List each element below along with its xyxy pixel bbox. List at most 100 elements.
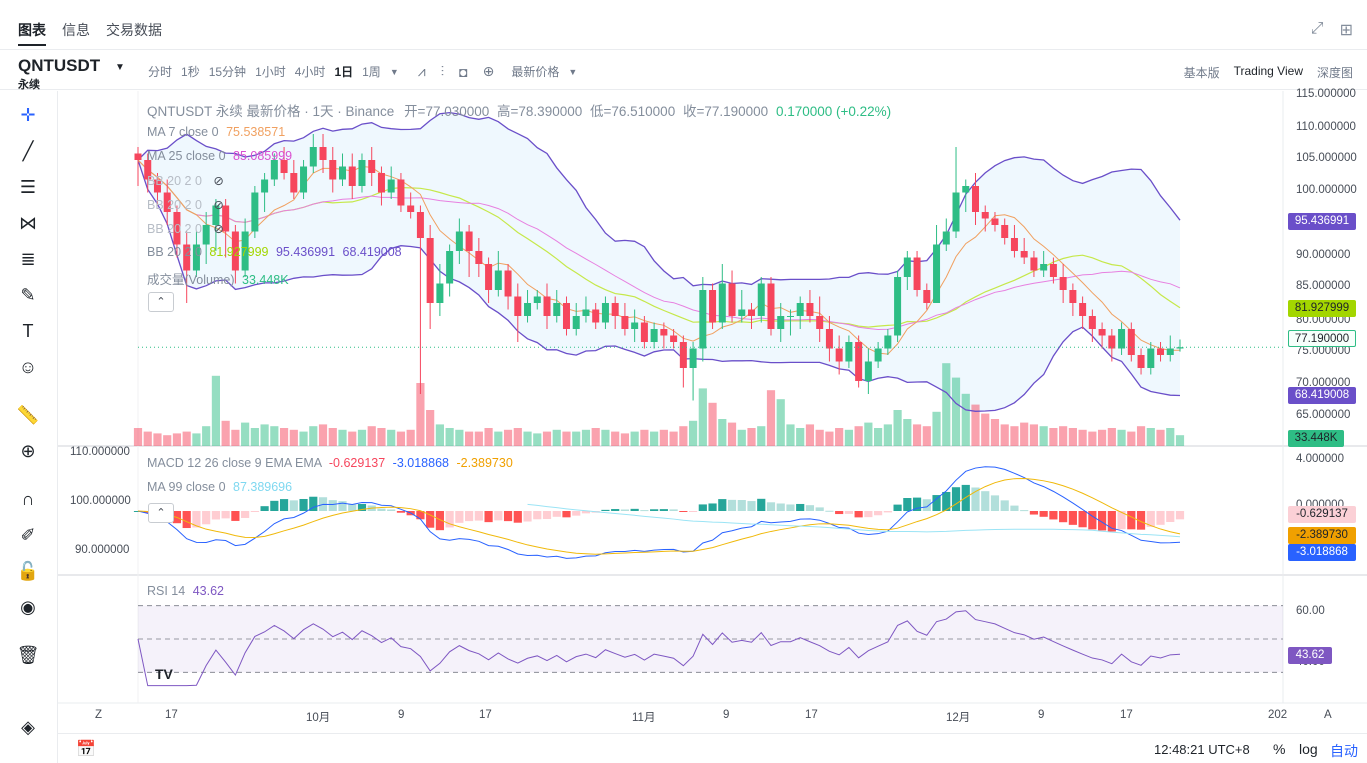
eye-off-icon[interactable]: ⊘ <box>213 198 224 212</box>
candle-body <box>621 316 629 329</box>
add-icon[interactable]: ⊕ <box>482 63 495 79</box>
candle-body <box>300 166 308 193</box>
indicators-icon[interactable]: ⫶ <box>440 63 445 79</box>
rsi-legend[interactable]: RSI 14 43.62 <box>147 584 224 598</box>
macd-histogram-bar <box>562 511 571 518</box>
text-icon[interactable]: T <box>22 320 34 341</box>
candle-body <box>796 303 804 316</box>
volume-bar <box>377 428 386 446</box>
auto-toggle[interactable]: 自动 <box>1330 743 1358 759</box>
candle-body <box>270 160 278 180</box>
interval-item[interactable]: 1秒 <box>181 65 200 79</box>
trendline-icon[interactable]: ╱ <box>22 140 34 161</box>
symbol-dropdown-icon[interactable]: ▼ <box>115 62 125 73</box>
collapse-legend-button[interactable]: ⌃ <box>148 292 174 312</box>
view-basic[interactable]: 基本版 <box>1183 66 1220 80</box>
eye-off-icon[interactable]: ⊘ <box>213 174 224 188</box>
ma25-legend[interactable]: MA 25 close 0 85.085999 <box>147 149 292 163</box>
x-axis-label: 17 <box>479 709 492 721</box>
chart-type-icon[interactable]: ⩘ <box>417 63 426 79</box>
volume-bar <box>367 426 376 446</box>
lock-icon[interactable]: 🔓 <box>16 560 40 581</box>
emoji-icon[interactable]: ☺ <box>18 356 38 377</box>
volume-bar <box>465 431 474 446</box>
log-toggle[interactable]: log <box>1299 741 1318 757</box>
candle-body <box>475 251 483 264</box>
ma99-legend[interactable]: MA 99 close 0 87.389696 <box>147 480 292 494</box>
x-axis-right-button[interactable]: A <box>1324 709 1332 721</box>
horizontal-lines-icon[interactable]: ☰ <box>19 176 37 197</box>
eye-icon[interactable]: ◉ <box>20 596 36 617</box>
symbol-name[interactable]: QNTUSDT <box>18 56 101 75</box>
interval-item[interactable]: 1周 <box>362 65 381 79</box>
chevron-down-icon[interactable]: ▼ <box>568 66 578 77</box>
candle-body <box>981 212 989 219</box>
crosshair-icon[interactable]: ✛ <box>20 104 36 125</box>
volume-bar <box>289 429 298 446</box>
candle-body <box>553 303 561 316</box>
eye-off-icon[interactable]: ⊘ <box>213 222 224 236</box>
zoom-icon[interactable]: ⊕ <box>20 440 36 461</box>
lock-pencil-icon[interactable]: ✐ <box>20 524 36 545</box>
macd-histogram-bar <box>796 503 805 511</box>
volume-label: 成交量(Volume) <box>147 273 235 287</box>
view-depth[interactable]: 深度图 <box>1316 66 1353 80</box>
volume-legend[interactable]: 成交量(Volume) 33.448K <box>147 269 289 288</box>
macd-legend[interactable]: MACD 12 26 close 9 EMA EMA -0.629137 -3.… <box>147 456 513 470</box>
interval-item[interactable]: 15分钟 <box>208 65 247 79</box>
bb-hidden-label: BB 20 2 0 <box>147 222 202 236</box>
interval-item-active[interactable]: 1日 <box>334 65 354 79</box>
macd-histogram-bar <box>348 504 357 511</box>
fib-icon[interactable]: ≣ <box>20 248 36 269</box>
collapse-icon[interactable]: ⤢ <box>1310 20 1324 37</box>
layers-icon[interactable]: ◈ <box>21 716 35 737</box>
bb-hidden-legend[interactable]: BB 20 2 0 ⊘ <box>147 221 224 236</box>
candle-body <box>173 212 181 245</box>
candle-body <box>631 322 639 329</box>
more-intervals-icon[interactable]: ▼ <box>389 66 399 77</box>
magnet-icon[interactable]: ∩ <box>21 488 35 509</box>
price-type-select[interactable]: 最新价格 <box>511 65 560 79</box>
bb-hidden-legend[interactable]: BB 20 2 0 ⊘ <box>147 173 224 188</box>
bb-legend[interactable]: BB 20 2 0 81.927999 95.436991 68.419008 <box>147 245 402 259</box>
candle-body <box>1069 290 1077 303</box>
date-range-icon[interactable]: 📅 <box>76 741 96 758</box>
macd-histogram-bar <box>533 511 542 520</box>
volume-bar <box>971 404 980 446</box>
candle-body <box>572 316 580 329</box>
macd-histogram-bar <box>601 509 610 511</box>
tab-info[interactable]: 信息 <box>62 21 90 38</box>
bb-mid-value: 81.927999 <box>209 245 269 259</box>
macd-histogram-bar <box>786 504 795 511</box>
rsi-line <box>137 610 1181 687</box>
percent-toggle[interactable]: % <box>1273 741 1286 757</box>
ruler-icon[interactable]: 📏 <box>16 404 40 425</box>
interval-item[interactable]: 4小时 <box>294 65 326 79</box>
volume-bar <box>143 431 152 446</box>
bb-hidden-legend[interactable]: BB 20 2 0 ⊘ <box>147 197 224 212</box>
volume-bar <box>328 428 337 446</box>
tab-chart[interactable]: 图表 <box>18 20 46 46</box>
brush-icon[interactable]: ✎ <box>20 284 36 305</box>
price-axis-label: 65.000000 <box>1296 409 1351 421</box>
trash-icon[interactable]: 🗑 <box>16 644 40 665</box>
volume-bar <box>133 428 143 446</box>
x-axis-left-button[interactable]: Z <box>95 709 103 721</box>
volume-bar <box>1175 435 1185 446</box>
collapse-macd-button[interactable]: ⌃ <box>148 503 174 523</box>
price-axis-label: 85.000000 <box>1296 280 1351 292</box>
macd-histogram-bar <box>747 501 756 511</box>
candle-body <box>377 173 385 193</box>
tab-trade-data[interactable]: 交易数据 <box>106 21 162 38</box>
chart-canvas[interactable] <box>58 91 1367 733</box>
interval-item[interactable]: 分时 <box>148 65 173 79</box>
grid-layout-icon[interactable]: ⊞ <box>1339 22 1353 39</box>
camera-icon[interactable]: ◘ <box>459 63 468 80</box>
interval-item[interactable]: 1小时 <box>255 65 286 79</box>
macd-histogram-bar <box>981 491 990 511</box>
view-tradingview[interactable]: Trading View <box>1233 64 1303 78</box>
ma7-legend[interactable]: MA 7 close 0 75.538571 <box>147 125 285 139</box>
pattern-icon[interactable]: ⋈ <box>19 212 37 233</box>
candle-body <box>212 205 220 225</box>
volume-bar <box>1156 429 1165 446</box>
